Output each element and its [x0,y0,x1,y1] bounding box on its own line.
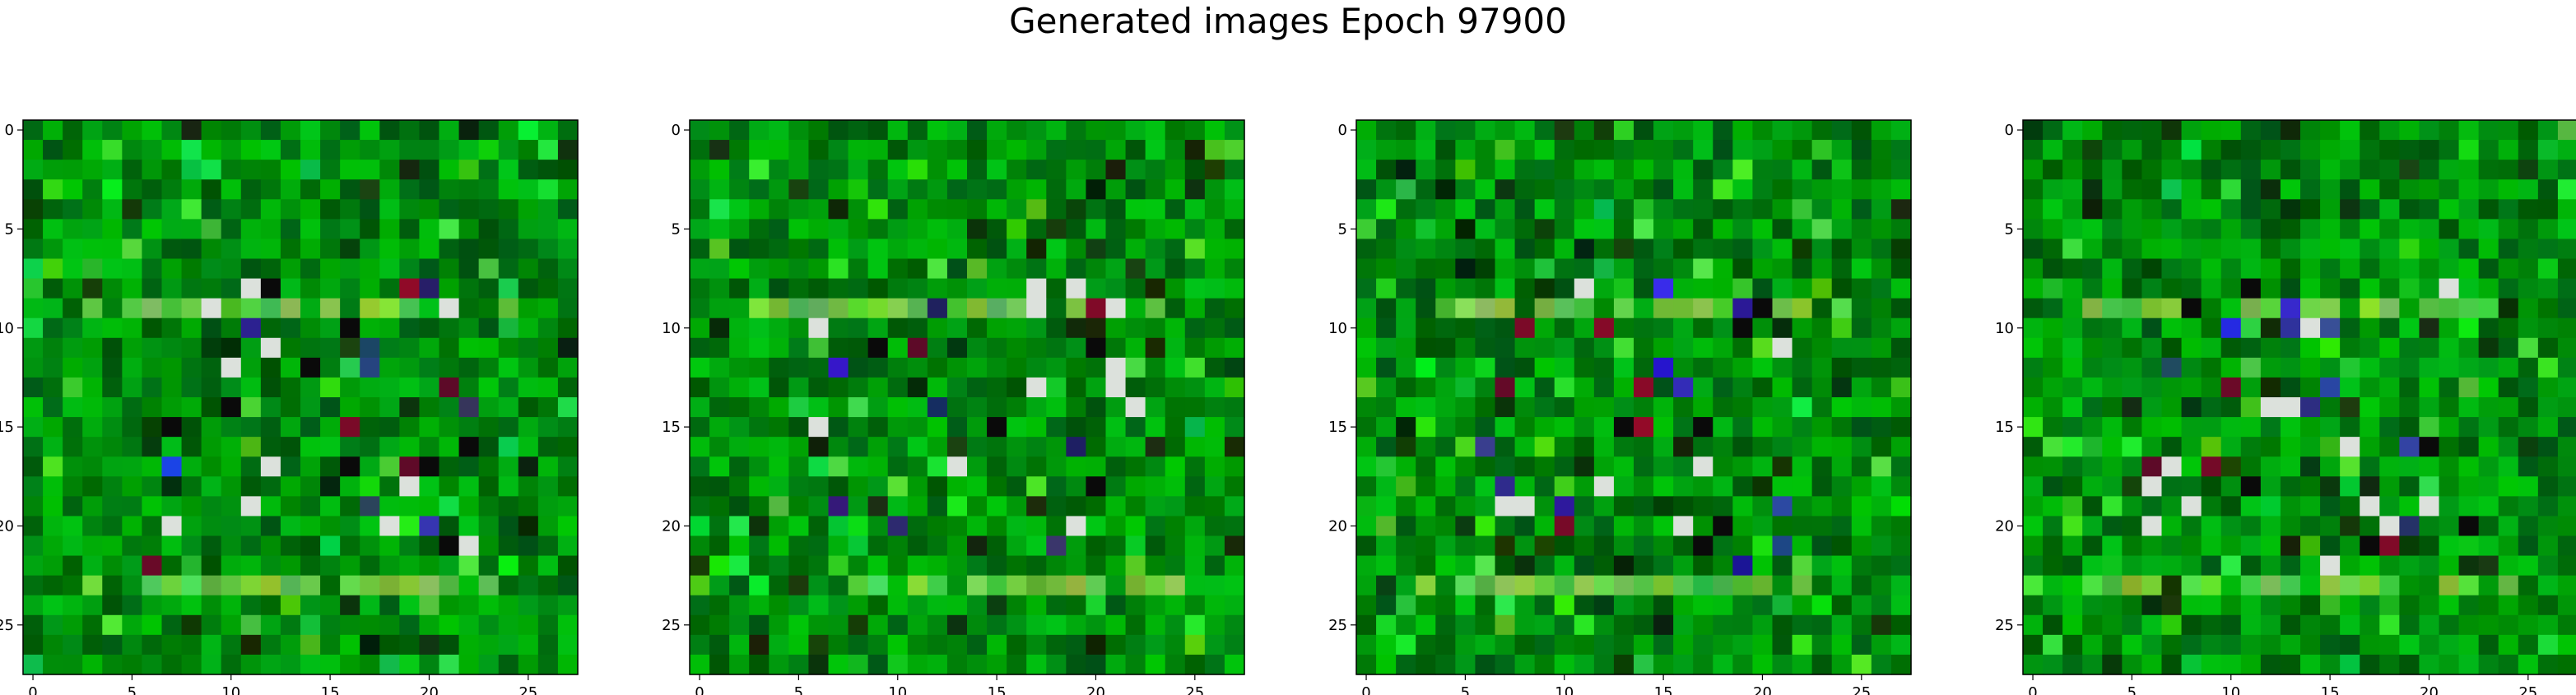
x-tick-label: 0 [2028,684,2037,695]
y-tick-label: 10 [662,320,681,337]
y-tick-label: 25 [662,617,681,634]
x-tick-label: 25 [518,684,537,695]
generated-image-pixels [2023,120,2576,675]
panel-frame [689,119,1245,675]
x-tick-label: 15 [321,684,340,695]
y-tick-label: 10 [1328,320,1347,337]
x-tick-label: 20 [1753,684,1772,695]
y-tick-label: 25 [1995,617,2014,634]
x-tick-label: 15 [2321,684,2340,695]
y-tick-label: 0 [672,122,681,139]
y-tick-label: 15 [1328,419,1347,436]
figure-title: Generated images Epoch 97900 [1009,1,1567,41]
y-tick-label: 10 [1995,320,2014,337]
y-tick-label: 20 [662,517,681,535]
x-tick-label: 10 [888,684,907,695]
generated-image-pixels [690,120,1245,675]
y-tick-label: 15 [0,419,14,436]
x-tick-label: 20 [2420,684,2439,695]
x-tick-label: 0 [695,684,704,695]
y-tick-label: 0 [5,122,14,139]
y-tick-label: 20 [1328,517,1347,535]
x-tick-label: 10 [221,684,240,695]
y-tick-label: 20 [1995,517,2014,535]
y-tick-label: 5 [672,220,681,238]
x-tick-label: 5 [1461,684,1470,695]
x-tick-label: 0 [1361,684,1370,695]
x-tick-label: 15 [1654,684,1673,695]
panel-frame [22,119,579,675]
generated-image-panel-3: 0 5 10 15 20 25 0 5 10 15 20 25 [1328,119,1912,695]
x-tick-label: 10 [1555,684,1574,695]
x-tick-label: 20 [420,684,439,695]
generated-image-panel-2: 0 5 10 15 20 25 0 5 10 15 20 25 [662,119,1245,695]
x-tick-label: 5 [2127,684,2137,695]
generated-image-pixels [23,120,579,675]
y-tick-label: 15 [662,419,681,436]
y-tick-label: 25 [0,617,14,634]
y-tick-label: 25 [1328,617,1347,634]
generated-image-panel-4: 0 5 10 15 20 25 0 5 10 15 20 25 [1995,119,2576,695]
y-tick-label: 5 [1338,220,1347,238]
panel-frame [1355,119,1912,675]
generated-image-pixels [1356,120,1912,675]
y-tick-label: 20 [0,517,14,535]
x-tick-label: 0 [28,684,37,695]
x-tick-label: 20 [1086,684,1105,695]
x-tick-label: 5 [794,684,803,695]
y-tick-label: 10 [0,320,14,337]
generated-image-panel-1: 0 5 10 15 20 25 0 5 10 15 20 25 [0,119,579,695]
x-tick-label: 15 [988,684,1007,695]
y-tick-label: 0 [1338,122,1347,139]
y-tick-label: 5 [2005,220,2014,238]
x-tick-label: 25 [1185,684,1204,695]
y-tick-label: 0 [2005,122,2014,139]
x-tick-label: 25 [2518,684,2537,695]
x-tick-label: 10 [2221,684,2240,695]
panel-frame [2022,119,2576,675]
x-tick-label: 5 [128,684,137,695]
x-tick-label: 25 [1852,684,1871,695]
y-tick-label: 15 [1995,419,2014,436]
y-tick-label: 5 [5,220,14,238]
